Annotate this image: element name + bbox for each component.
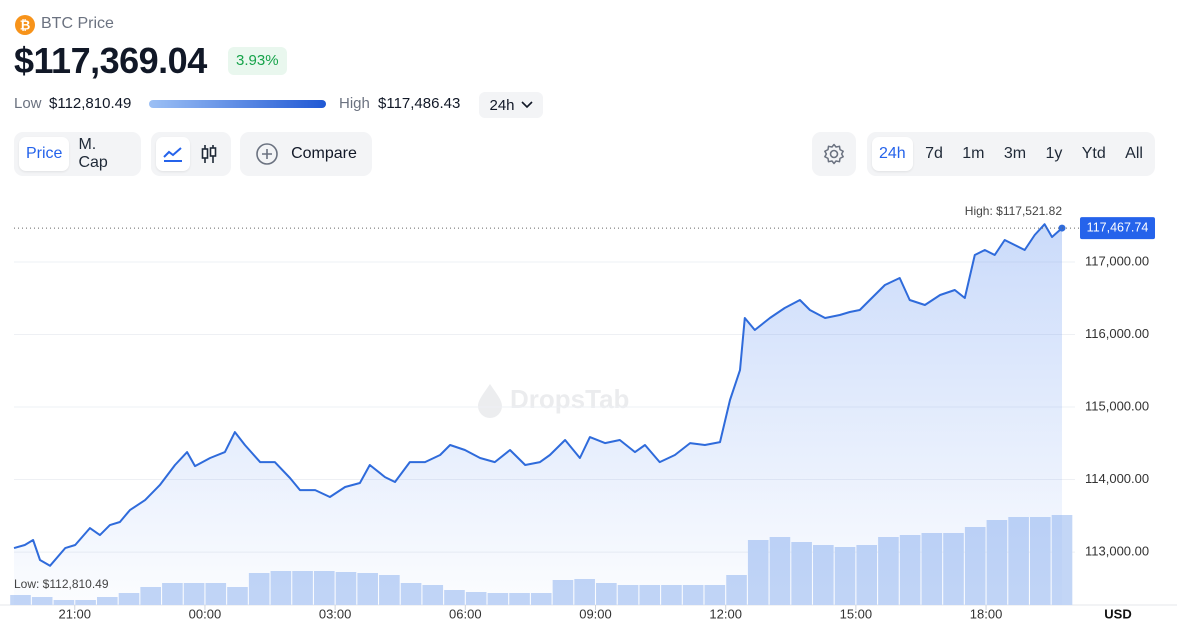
range-tab[interactable]: 1m (962, 145, 985, 162)
y-tick-label: 116,000.00 (1085, 326, 1149, 341)
line-icon (163, 147, 182, 162)
btc-icon: ₿ (15, 15, 35, 35)
x-tick-label: 12:00 (709, 606, 742, 621)
range-tab[interactable]: All (1125, 145, 1143, 162)
settings-button[interactable] (812, 132, 856, 176)
svg-text:₿: ₿ (20, 19, 31, 34)
range-tab[interactable]: 24h (872, 137, 913, 171)
x-tick-label: 03:00 (319, 606, 352, 621)
last-price-badge (1080, 217, 1155, 240)
price-line (13, 223, 1063, 567)
range-tabs: 24h 7d 1m 3m 1y Ytd All (867, 132, 1155, 176)
gear-icon (824, 143, 844, 165)
compare-button[interactable]: Compare (240, 132, 372, 176)
range-bar (149, 100, 326, 108)
axis-unit: USD (1104, 606, 1131, 621)
line-chart-button[interactable] (156, 137, 190, 171)
range-tab[interactable]: 3m (1003, 145, 1027, 162)
candle-icon (201, 145, 217, 163)
x-tick-label: 06:00 (449, 606, 482, 621)
watermark-text: DropsTab (510, 384, 629, 414)
high-annotation: High: $117,521.82 (965, 204, 1063, 218)
asset-title: BTC Price (41, 15, 114, 32)
chart-kind (151, 132, 231, 176)
y-tick-label: 117,000.00 (1085, 253, 1149, 268)
y-tick-label: 113,000.00 (1085, 544, 1149, 559)
x-tick-label: 15:00 (840, 606, 873, 621)
range-tab[interactable]: 7d (925, 145, 943, 162)
plus-icon (256, 143, 278, 165)
low-value: $112,810.49 (49, 95, 132, 112)
low-label: Low (14, 95, 42, 112)
price-area (14, 224, 1062, 605)
x-tick-label: 18:00 (970, 606, 1003, 621)
price-change: 3.93% (228, 47, 287, 75)
high-value: $117,486.43 (378, 95, 461, 112)
period-text: 24h (489, 96, 515, 114)
range-tab[interactable]: 1y (1045, 145, 1063, 162)
x-tick-label: 21:00 (58, 606, 91, 621)
x-tick-label: 00:00 (189, 606, 222, 621)
watermark: DropsTab (478, 384, 629, 418)
period-dropdown[interactable]: 24h (479, 92, 543, 118)
y-tick-label: 115,000.00 (1085, 398, 1149, 413)
high-label: High (339, 95, 370, 112)
compare-text: Compare (291, 145, 357, 162)
y-tick-label: 114,000.00 (1085, 471, 1149, 486)
low-annotation: Low: $112,810.49 (14, 577, 109, 591)
metric-tab[interactable]: M. Cap (78, 136, 108, 171)
range-tab[interactable]: Ytd (1081, 145, 1106, 162)
price: $117,369.04 (14, 40, 207, 81)
x-tick-label: 09:00 (579, 606, 612, 621)
chevron (520, 101, 533, 109)
last-price-label: 117,467.74 (1087, 220, 1149, 234)
candle-chart-button[interactable] (192, 137, 226, 171)
metric-tabs: Price M. Cap (14, 132, 141, 176)
metric-tab[interactable]: Price (19, 137, 70, 171)
